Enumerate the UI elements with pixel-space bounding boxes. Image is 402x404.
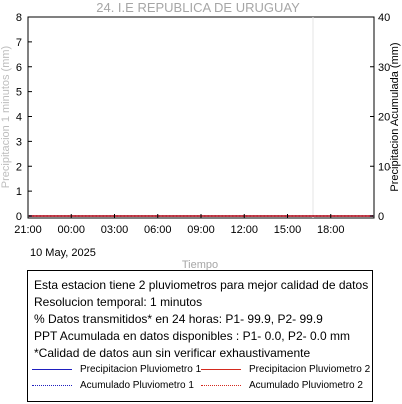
x-tick-label: 21:00 bbox=[14, 224, 42, 236]
info-line-quality: *Calidad de datos aun sin verificar exha… bbox=[34, 346, 311, 360]
y-left-tick-label: 4 bbox=[16, 112, 22, 124]
y-left-tick-label: 8 bbox=[16, 12, 22, 24]
y-right-tick-label: 30 bbox=[378, 62, 390, 74]
y-left-tick-label: 3 bbox=[16, 136, 22, 148]
info-line-transmitted: % Datos transmitidos* en 24 horas: P1- 9… bbox=[34, 312, 323, 326]
rainfall-chart: 24. I.E REPUBLICA DE URUGUAY 0 1 2 3 4 5 6 7 8 0… bbox=[0, 0, 401, 270]
legend-label: Acumulado Pluviometro 2 bbox=[249, 380, 363, 391]
y-right-tick-label: 0 bbox=[378, 211, 384, 223]
date-label: 10 May, 2025 bbox=[30, 247, 96, 259]
y-left-tick-label: 6 bbox=[16, 62, 22, 74]
x-tick-label: 09:00 bbox=[187, 224, 215, 236]
chart-title: 24. I.E REPUBLICA DE URUGUAY bbox=[96, 0, 300, 15]
x-tick-label: 06:00 bbox=[144, 224, 172, 236]
info-line-accumulated: PPT Acumulada en datos disponibles : P1-… bbox=[34, 329, 350, 343]
y-right-tick-label: 40 bbox=[378, 12, 390, 24]
x-tick-label: 00:00 bbox=[57, 224, 85, 236]
legend-item-precip-1: Precipitacion Pluviometro 1 bbox=[32, 361, 201, 378]
y-right-axis-label: Precipitacion Acumulada (mm) bbox=[389, 42, 401, 191]
legend-item-accum-1: Acumulado Pluviometro 1 bbox=[32, 377, 194, 394]
x-axis-label: Tiempo bbox=[182, 259, 218, 270]
y-right-axis: 0 10 20 30 40 bbox=[370, 12, 390, 223]
legend-label: Acumulado Pluviometro 1 bbox=[80, 380, 194, 391]
legend-row-2: Acumulado Pluviometro 1 Acumulado Pluvio… bbox=[28, 377, 372, 395]
legend-label: Precipitacion Pluviometro 2 bbox=[249, 364, 371, 375]
y-right-tick-label: 20 bbox=[378, 112, 390, 124]
legend-swatch bbox=[32, 369, 72, 370]
y-left-tick-label: 2 bbox=[16, 161, 22, 173]
x-tick-label: 12:00 bbox=[230, 224, 258, 236]
legend-row-1: Precipitacion Pluviometro 1 Precipitacio… bbox=[28, 361, 372, 379]
plot-frame bbox=[27, 16, 375, 219]
y-left-tick-label: 7 bbox=[16, 37, 22, 49]
x-tick-label: 18:00 bbox=[317, 224, 345, 236]
x-tick-label: 03:00 bbox=[101, 224, 129, 236]
x-axis: 21:00 00:00 03:00 06:00 09:00 12:00 15:00 18:00 bbox=[14, 214, 345, 236]
info-line-resolution: Resolucion temporal: 1 minutos bbox=[34, 295, 203, 309]
y-right-tick-label: 10 bbox=[378, 161, 390, 173]
station-info-box: Esta estacion tiene 2 pluviometros para … bbox=[27, 270, 373, 402]
legend-item-accum-2: Acumulado Pluviometro 2 bbox=[201, 377, 363, 394]
y-left-axis: 0 1 2 3 4 5 6 7 8 bbox=[16, 12, 32, 223]
info-line-pluviometers: Esta estacion tiene 2 pluviometros para … bbox=[34, 278, 369, 292]
legend-label: Precipitacion Pluviometro 1 bbox=[80, 364, 202, 375]
legend-swatch bbox=[201, 369, 241, 370]
legend-swatch bbox=[32, 385, 72, 386]
legend-item-precip-2: Precipitacion Pluviometro 2 bbox=[201, 361, 370, 378]
y-left-axis-label: Precipitacion 1 minutos (mm) bbox=[0, 46, 12, 188]
y-left-tick-label: 0 bbox=[16, 211, 22, 223]
y-left-tick-label: 1 bbox=[16, 186, 22, 198]
x-tick-label: 15:00 bbox=[274, 224, 302, 236]
y-left-tick-label: 5 bbox=[16, 87, 22, 99]
legend-swatch bbox=[201, 385, 241, 386]
